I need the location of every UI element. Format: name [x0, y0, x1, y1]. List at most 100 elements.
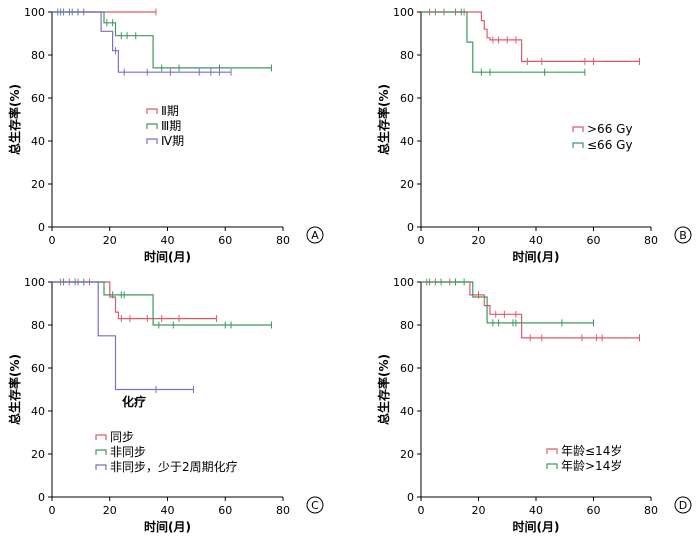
x-tick-label: 80	[644, 504, 658, 517]
annotation-label: 化疗	[122, 394, 146, 409]
y-tick-label: 80	[400, 319, 414, 332]
legend-label: 年龄≤14岁	[561, 443, 622, 458]
y-tick-label: 40	[31, 405, 45, 418]
legend-label: Ⅱ期	[161, 104, 179, 118]
legend-swatch	[546, 463, 558, 469]
panel-c: 0 20 40 60 80 100 0 20 40 60 80 时间(月) 总生存率(%) C 同步非同步非…	[7, 276, 324, 534]
y-axis-label: 总生存率(%)	[376, 354, 391, 425]
x-axis-label: 时间(月)	[513, 519, 560, 534]
y-tick-label: 20	[31, 448, 45, 461]
x-tick-label: 40	[529, 234, 543, 247]
panel-d: 0 20 40 60 80 100 0 20 40 60 80 时间(月) 总生存率(%) D 年龄≤14岁…	[376, 276, 692, 534]
x-tick-label: 0	[418, 504, 425, 517]
survival-curve	[52, 281, 217, 320]
y-axis-label: 总生存率(%)	[7, 354, 22, 425]
survival-series: 非同步	[52, 278, 272, 459]
survival-curve	[52, 281, 194, 391]
legend-swatch	[95, 449, 107, 455]
survival-curve	[52, 11, 231, 73]
y-tick-label: 0	[38, 221, 45, 234]
legend-swatch	[572, 142, 584, 148]
x-tick-label: 0	[49, 234, 56, 247]
survival-series: >66 Gy	[421, 8, 640, 136]
x-tick-label: 20	[103, 504, 117, 517]
panel-label: A	[311, 229, 319, 242]
survival-curve	[421, 281, 594, 324]
y-tick-label: 40	[31, 135, 45, 148]
y-tick-label: 80	[31, 319, 45, 332]
panel-label-circle	[306, 226, 324, 244]
legend-swatch	[146, 108, 158, 114]
x-axis-label: 时间(月)	[513, 249, 560, 264]
x-tick-label: 60	[218, 504, 232, 517]
y-tick-label: 100	[393, 6, 414, 19]
x-tick-label: 40	[529, 504, 543, 517]
panel-label-circle	[674, 226, 692, 244]
y-axis-label: 总生存率(%)	[376, 84, 391, 155]
survival-series: 非同步，少于2周期化疗	[52, 281, 238, 474]
x-tick-label: 60	[587, 234, 601, 247]
x-axis-label: 时间(月)	[144, 519, 191, 534]
legend-label: Ⅳ期	[161, 134, 184, 148]
y-tick-label: 40	[400, 405, 414, 418]
legend-label: >66 Gy	[587, 122, 633, 136]
panel-label-circle	[674, 496, 692, 514]
survival-series: 年龄>14岁	[421, 278, 622, 473]
y-axis-label: 总生存率(%)	[7, 84, 22, 155]
y-tick-label: 100	[393, 276, 414, 289]
x-tick-label: 20	[472, 504, 486, 517]
x-tick-label: 40	[161, 504, 175, 517]
panel-label: D	[679, 499, 687, 512]
x-tick-label: 20	[103, 234, 117, 247]
y-tick-label: 60	[31, 362, 45, 375]
survival-series: 年龄≤14岁	[421, 278, 640, 458]
legend-swatch	[95, 464, 107, 470]
x-tick-label: 80	[276, 234, 290, 247]
x-axis-label: 时间(月)	[144, 249, 191, 264]
x-tick-label: 80	[644, 234, 658, 247]
legend-label: Ⅲ期	[161, 119, 181, 133]
survival-series: Ⅳ期	[52, 8, 232, 148]
legend-swatch	[546, 448, 558, 454]
y-tick-label: 0	[38, 491, 45, 504]
y-tick-label: 80	[31, 49, 45, 62]
legend-label: ≤66 Gy	[587, 138, 633, 152]
survival-series: Ⅲ期	[52, 8, 272, 133]
survival-curve	[421, 281, 640, 339]
legend-label: 非同步，少于2周期化疗	[110, 460, 238, 474]
survival-curve	[421, 11, 585, 73]
legend-swatch	[572, 126, 584, 132]
panel-b: 0 20 40 60 80 100 0 20 40 60 80 时间(月) 总生存率(%) B >66 Gy…	[376, 6, 692, 264]
y-tick-label: 0	[407, 221, 414, 234]
panel-label: B	[679, 229, 687, 242]
y-tick-label: 40	[400, 135, 414, 148]
legend-swatch	[95, 434, 107, 440]
survival-series: ≤66 Gy	[421, 8, 633, 152]
y-tick-label: 20	[400, 178, 414, 191]
survival-curve	[421, 11, 640, 63]
y-tick-label: 60	[400, 362, 414, 375]
y-tick-label: 60	[400, 92, 414, 105]
legend-label: 同步	[110, 430, 134, 444]
x-tick-label: 0	[418, 234, 425, 247]
x-tick-label: 0	[49, 504, 56, 517]
x-tick-label: 80	[276, 504, 290, 517]
y-tick-label: 20	[31, 178, 45, 191]
panel-label: C	[311, 499, 319, 512]
legend-swatch	[146, 138, 158, 144]
survival-curve	[52, 11, 272, 69]
legend-swatch	[146, 123, 158, 129]
y-tick-label: 100	[24, 6, 45, 19]
x-tick-label: 20	[472, 234, 486, 247]
y-tick-label: 100	[24, 276, 45, 289]
x-tick-label: 40	[161, 234, 175, 247]
y-tick-label: 0	[407, 491, 414, 504]
y-tick-label: 20	[400, 448, 414, 461]
x-tick-label: 60	[218, 234, 232, 247]
legend-label: 非同步	[110, 445, 146, 459]
x-tick-label: 60	[587, 504, 601, 517]
y-tick-label: 60	[31, 92, 45, 105]
y-tick-label: 80	[400, 49, 414, 62]
